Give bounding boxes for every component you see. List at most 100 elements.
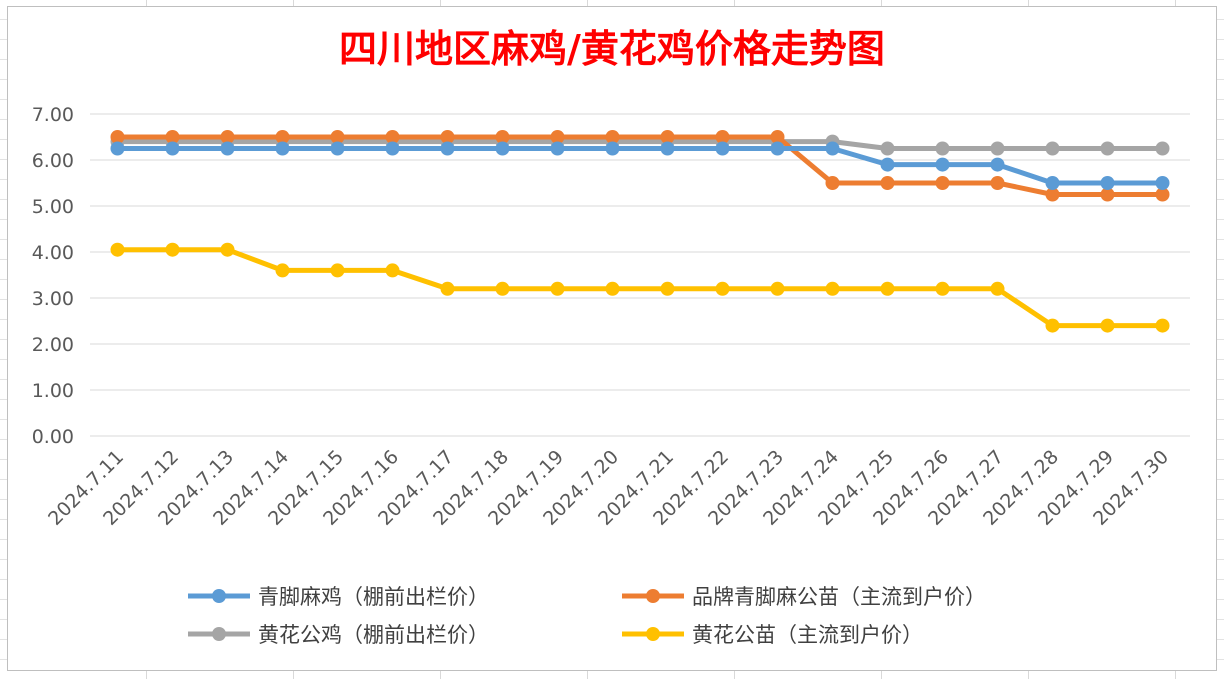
data-point <box>660 141 675 156</box>
legend-swatch-marker <box>646 627 660 641</box>
legend-label: 品牌青脚麻公苗（主流到户价） <box>692 585 986 609</box>
y-tick-label: 6.00 <box>32 150 74 172</box>
data-point <box>935 176 950 190</box>
data-point <box>605 130 620 144</box>
y-tick-label: 2.00 <box>32 334 74 356</box>
legend-item: 黄花公鸡（棚前出栏价） <box>188 623 489 647</box>
data-point <box>1155 176 1170 190</box>
chart-area[interactable] <box>7 6 1217 671</box>
data-point <box>385 263 400 278</box>
data-point <box>220 130 235 144</box>
legend-label: 黄花公鸡（棚前出栏价） <box>258 623 489 647</box>
series-0 <box>110 141 1170 190</box>
data-point <box>990 141 1005 156</box>
data-point <box>330 263 345 278</box>
data-point <box>935 157 950 172</box>
x-axis-ticks: 2024.7.112024.7.122024.7.132024.7.142024… <box>44 446 1173 530</box>
data-point <box>1045 187 1060 202</box>
legend-item: 品牌青脚麻公苗（主流到户价） <box>622 585 986 609</box>
legend-swatch-marker <box>212 589 226 603</box>
data-point <box>880 176 895 190</box>
data-point <box>880 141 895 156</box>
data-point <box>385 141 400 156</box>
data-point <box>990 176 1005 190</box>
data-point <box>990 281 1005 296</box>
data-point <box>770 141 785 156</box>
data-point <box>440 281 455 296</box>
data-point <box>1155 318 1170 333</box>
data-point <box>990 157 1005 172</box>
data-point <box>1155 141 1170 156</box>
data-point <box>220 242 235 257</box>
legend: 青脚麻鸡（棚前出栏价） 品牌青脚麻公苗（主流到户价） 黄花公鸡（棚前出栏价） 黄花公苗… <box>188 585 986 647</box>
data-point <box>825 141 840 156</box>
data-point <box>605 281 620 296</box>
data-point <box>385 130 400 144</box>
series-line <box>115 139 1165 151</box>
data-point <box>275 141 290 156</box>
legend-swatch-marker <box>646 589 660 603</box>
data-point <box>550 281 565 296</box>
data-point <box>495 130 510 144</box>
y-tick-label: 3.00 <box>32 288 74 310</box>
series-3 <box>110 242 1170 333</box>
data-point <box>495 281 510 296</box>
data-point <box>330 130 345 144</box>
data-point <box>715 281 730 296</box>
legend-item: 青脚麻鸡（棚前出栏价） <box>188 585 489 609</box>
data-point <box>770 281 785 296</box>
data-point <box>110 242 125 257</box>
data-point <box>110 141 125 156</box>
data-point <box>1045 141 1060 156</box>
series-line <box>115 146 1165 186</box>
data-point <box>880 281 895 296</box>
data-point <box>550 141 565 156</box>
legend-label: 青脚麻鸡（棚前出栏价） <box>258 585 489 609</box>
series-lines <box>110 130 1170 333</box>
data-point <box>440 141 455 156</box>
y-tick-label: 7.00 <box>32 104 74 126</box>
data-point <box>660 130 675 144</box>
data-point <box>110 130 125 144</box>
data-point <box>495 141 510 156</box>
data-point <box>605 141 620 156</box>
data-point <box>220 141 235 156</box>
series-1 <box>110 130 1170 202</box>
data-point <box>1100 176 1115 190</box>
y-axis-ticks: 0.00 1.00 2.00 3.00 4.00 5.00 6.00 7.00 <box>32 104 74 448</box>
data-point <box>770 130 785 144</box>
data-point <box>1155 187 1170 202</box>
data-point <box>715 141 730 156</box>
data-point <box>880 157 895 172</box>
data-point <box>550 130 565 144</box>
data-point <box>1045 176 1060 190</box>
data-point <box>825 281 840 296</box>
y-tick-label: 5.00 <box>32 196 74 218</box>
y-tick-label: 0.00 <box>32 426 74 448</box>
gridlines <box>90 113 1190 437</box>
data-point <box>165 130 180 144</box>
data-point <box>275 263 290 278</box>
legend-item: 黄花公苗（主流到户价） <box>622 623 923 647</box>
series-line <box>115 247 1165 329</box>
data-point <box>440 130 455 144</box>
data-point <box>165 141 180 156</box>
data-point <box>715 130 730 144</box>
series-line <box>115 134 1165 197</box>
y-tick-label: 1.00 <box>32 380 74 402</box>
data-point <box>660 281 675 296</box>
data-point <box>275 130 290 144</box>
data-point <box>1100 187 1115 202</box>
legend-label: 黄花公苗（主流到户价） <box>692 623 923 647</box>
data-point <box>935 141 950 156</box>
data-point <box>935 281 950 296</box>
data-point <box>165 242 180 257</box>
legend-swatch-marker <box>212 627 226 641</box>
data-point <box>330 141 345 156</box>
data-point <box>1100 141 1115 156</box>
data-point <box>1045 318 1060 333</box>
y-tick-label: 4.00 <box>32 242 74 264</box>
data-point <box>1100 318 1115 333</box>
data-point <box>825 176 840 190</box>
